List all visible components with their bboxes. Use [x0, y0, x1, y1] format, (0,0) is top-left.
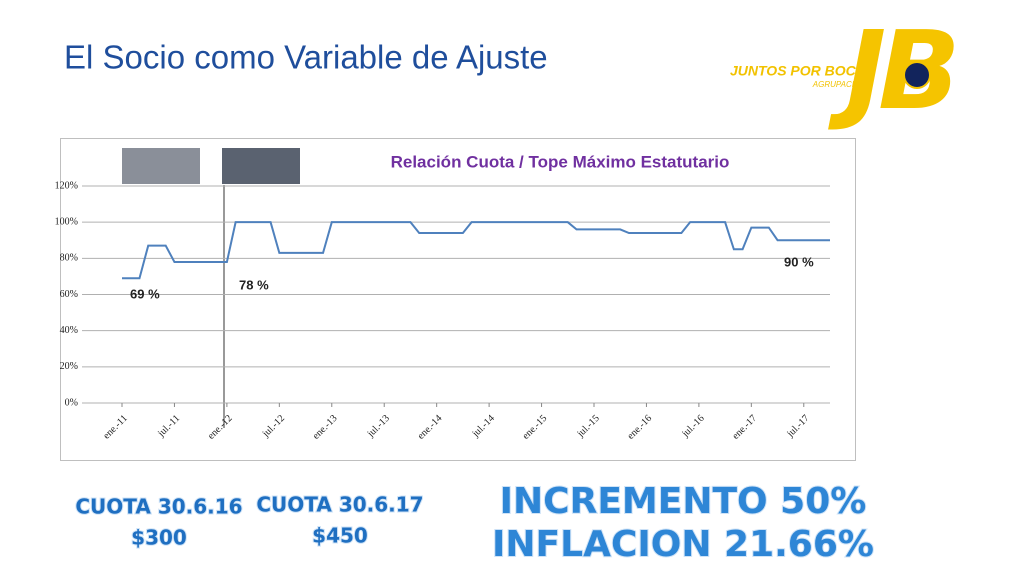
annotation: 69 % [130, 286, 160, 301]
annotation: 78 % [239, 277, 269, 292]
cuota-value: $450 [312, 524, 368, 548]
cuota-label: CUOTA 30.6.16 [75, 495, 242, 519]
increase-text: INCREMENTO 50% [500, 481, 867, 522]
cuota-label: CUOTA 30.6.17 [256, 493, 423, 517]
chart-title: Relación Cuota / Tope Máximo Estatutario [391, 152, 730, 171]
y-tick-label: 120% [55, 180, 78, 191]
photo [122, 148, 200, 184]
logo-mark: JB [828, 9, 954, 134]
y-tick-label: 40% [60, 325, 78, 336]
y-tick-label: 20% [60, 361, 78, 372]
inflation-text: INFLACION 21.66% [492, 524, 874, 565]
y-tick-label: 0% [65, 397, 78, 408]
logo-name: JUNTOS POR BOCA [730, 63, 866, 79]
chart-frame [60, 138, 856, 461]
logo-sub: AGRUPACIÓN [812, 80, 866, 89]
slide-title: El Socio como Variable de Ajuste [64, 39, 548, 76]
y-tick-label: 100% [55, 216, 78, 227]
data-line [122, 221, 830, 280]
y-tick-label: 60% [60, 289, 78, 300]
photo [222, 148, 300, 184]
cuota-value: $300 [131, 526, 187, 550]
logo-badge [903, 61, 931, 89]
y-tick-label: 80% [60, 253, 78, 264]
annotation: 90 % [784, 254, 814, 269]
